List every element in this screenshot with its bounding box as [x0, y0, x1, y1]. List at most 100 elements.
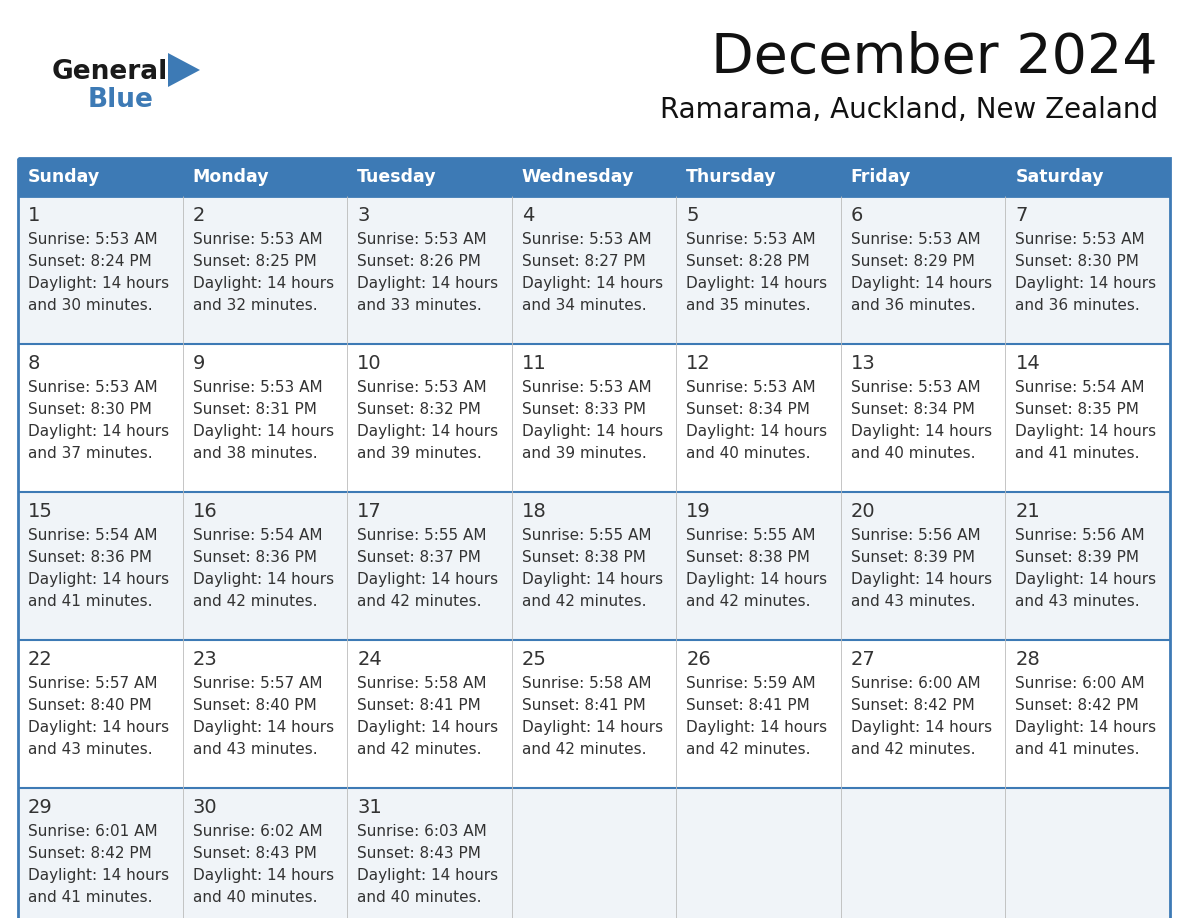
Text: and 43 minutes.: and 43 minutes. — [1016, 594, 1140, 609]
Text: 7: 7 — [1016, 206, 1028, 225]
Text: Sunset: 8:36 PM: Sunset: 8:36 PM — [29, 550, 152, 565]
Text: and 36 minutes.: and 36 minutes. — [1016, 298, 1140, 313]
Text: Sunset: 8:40 PM: Sunset: 8:40 PM — [192, 698, 316, 713]
Bar — [183, 158, 347, 196]
Text: Sunrise: 6:00 AM: Sunrise: 6:00 AM — [1016, 676, 1145, 691]
Text: and 42 minutes.: and 42 minutes. — [687, 594, 810, 609]
Text: Sunrise: 5:53 AM: Sunrise: 5:53 AM — [29, 232, 158, 247]
Text: Daylight: 14 hours: Daylight: 14 hours — [358, 868, 498, 883]
Text: General: General — [52, 59, 169, 85]
Text: 23: 23 — [192, 650, 217, 669]
Bar — [18, 158, 183, 196]
Text: and 33 minutes.: and 33 minutes. — [358, 298, 482, 313]
Text: December 2024: December 2024 — [712, 31, 1158, 85]
Text: Daylight: 14 hours: Daylight: 14 hours — [192, 720, 334, 735]
Text: 21: 21 — [1016, 502, 1041, 521]
Text: Sunset: 8:34 PM: Sunset: 8:34 PM — [851, 402, 974, 417]
Text: Sunset: 8:38 PM: Sunset: 8:38 PM — [687, 550, 810, 565]
Text: 6: 6 — [851, 206, 864, 225]
Text: Sunset: 8:38 PM: Sunset: 8:38 PM — [522, 550, 645, 565]
Bar — [18, 788, 183, 918]
Bar — [1005, 492, 1170, 640]
Text: and 42 minutes.: and 42 minutes. — [358, 742, 481, 757]
Text: Sunset: 8:37 PM: Sunset: 8:37 PM — [358, 550, 481, 565]
Text: 14: 14 — [1016, 354, 1041, 373]
Text: 11: 11 — [522, 354, 546, 373]
Text: Sunrise: 5:53 AM: Sunrise: 5:53 AM — [687, 232, 816, 247]
Text: Daylight: 14 hours: Daylight: 14 hours — [522, 720, 663, 735]
Text: Sunrise: 5:54 AM: Sunrise: 5:54 AM — [29, 528, 158, 543]
Text: Daylight: 14 hours: Daylight: 14 hours — [358, 720, 498, 735]
Text: Monday: Monday — [192, 168, 270, 186]
Text: Sunrise: 5:53 AM: Sunrise: 5:53 AM — [192, 232, 322, 247]
Bar — [347, 788, 512, 918]
Text: Daylight: 14 hours: Daylight: 14 hours — [687, 276, 827, 291]
Text: and 40 minutes.: and 40 minutes. — [687, 446, 810, 461]
Text: Sunset: 8:42 PM: Sunset: 8:42 PM — [1016, 698, 1139, 713]
Text: 18: 18 — [522, 502, 546, 521]
Bar — [347, 158, 512, 196]
Bar — [1005, 788, 1170, 918]
Bar — [676, 196, 841, 344]
Text: and 39 minutes.: and 39 minutes. — [522, 446, 646, 461]
Text: and 43 minutes.: and 43 minutes. — [192, 742, 317, 757]
Text: Daylight: 14 hours: Daylight: 14 hours — [29, 868, 169, 883]
Text: Sunrise: 5:59 AM: Sunrise: 5:59 AM — [687, 676, 816, 691]
Text: 13: 13 — [851, 354, 876, 373]
Bar — [512, 640, 676, 788]
Text: 25: 25 — [522, 650, 546, 669]
Bar — [183, 196, 347, 344]
Bar — [512, 788, 676, 918]
Text: Sunset: 8:25 PM: Sunset: 8:25 PM — [192, 254, 316, 269]
Text: 5: 5 — [687, 206, 699, 225]
Text: 22: 22 — [29, 650, 52, 669]
Text: Sunrise: 5:56 AM: Sunrise: 5:56 AM — [851, 528, 980, 543]
Text: and 42 minutes.: and 42 minutes. — [522, 742, 646, 757]
Text: and 30 minutes.: and 30 minutes. — [29, 298, 152, 313]
Bar — [183, 344, 347, 492]
Bar — [18, 492, 183, 640]
Bar — [18, 196, 183, 344]
Text: and 41 minutes.: and 41 minutes. — [29, 890, 152, 905]
Text: Sunrise: 6:03 AM: Sunrise: 6:03 AM — [358, 824, 487, 839]
Text: Sunrise: 5:54 AM: Sunrise: 5:54 AM — [192, 528, 322, 543]
Text: and 42 minutes.: and 42 minutes. — [687, 742, 810, 757]
Bar — [1005, 344, 1170, 492]
Text: and 41 minutes.: and 41 minutes. — [29, 594, 152, 609]
Text: Daylight: 14 hours: Daylight: 14 hours — [29, 720, 169, 735]
Text: 26: 26 — [687, 650, 712, 669]
Text: and 35 minutes.: and 35 minutes. — [687, 298, 811, 313]
Text: and 42 minutes.: and 42 minutes. — [192, 594, 317, 609]
Text: Sunrise: 5:53 AM: Sunrise: 5:53 AM — [192, 380, 322, 395]
Text: Sunset: 8:34 PM: Sunset: 8:34 PM — [687, 402, 810, 417]
Text: Sunrise: 5:53 AM: Sunrise: 5:53 AM — [522, 380, 651, 395]
Text: Sunrise: 5:53 AM: Sunrise: 5:53 AM — [687, 380, 816, 395]
Text: Sunset: 8:28 PM: Sunset: 8:28 PM — [687, 254, 810, 269]
Text: 4: 4 — [522, 206, 535, 225]
Text: Daylight: 14 hours: Daylight: 14 hours — [192, 276, 334, 291]
Text: and 42 minutes.: and 42 minutes. — [522, 594, 646, 609]
Text: Thursday: Thursday — [687, 168, 777, 186]
Text: Sunday: Sunday — [29, 168, 100, 186]
Bar — [1005, 158, 1170, 196]
Bar — [676, 788, 841, 918]
Text: Sunrise: 5:55 AM: Sunrise: 5:55 AM — [687, 528, 816, 543]
Bar — [347, 196, 512, 344]
Text: 10: 10 — [358, 354, 381, 373]
Text: Daylight: 14 hours: Daylight: 14 hours — [1016, 720, 1157, 735]
Text: Sunset: 8:30 PM: Sunset: 8:30 PM — [1016, 254, 1139, 269]
Text: 19: 19 — [687, 502, 712, 521]
Text: Sunrise: 5:53 AM: Sunrise: 5:53 AM — [1016, 232, 1145, 247]
Text: Daylight: 14 hours: Daylight: 14 hours — [1016, 572, 1157, 587]
Text: Daylight: 14 hours: Daylight: 14 hours — [29, 276, 169, 291]
Text: 27: 27 — [851, 650, 876, 669]
Text: Sunset: 8:32 PM: Sunset: 8:32 PM — [358, 402, 481, 417]
Text: Sunrise: 5:55 AM: Sunrise: 5:55 AM — [358, 528, 487, 543]
Text: and 40 minutes.: and 40 minutes. — [192, 890, 317, 905]
Text: 2: 2 — [192, 206, 206, 225]
Text: Sunrise: 5:53 AM: Sunrise: 5:53 AM — [29, 380, 158, 395]
Bar — [676, 492, 841, 640]
Text: Sunrise: 5:57 AM: Sunrise: 5:57 AM — [29, 676, 158, 691]
Text: and 42 minutes.: and 42 minutes. — [358, 594, 481, 609]
Text: 17: 17 — [358, 502, 381, 521]
